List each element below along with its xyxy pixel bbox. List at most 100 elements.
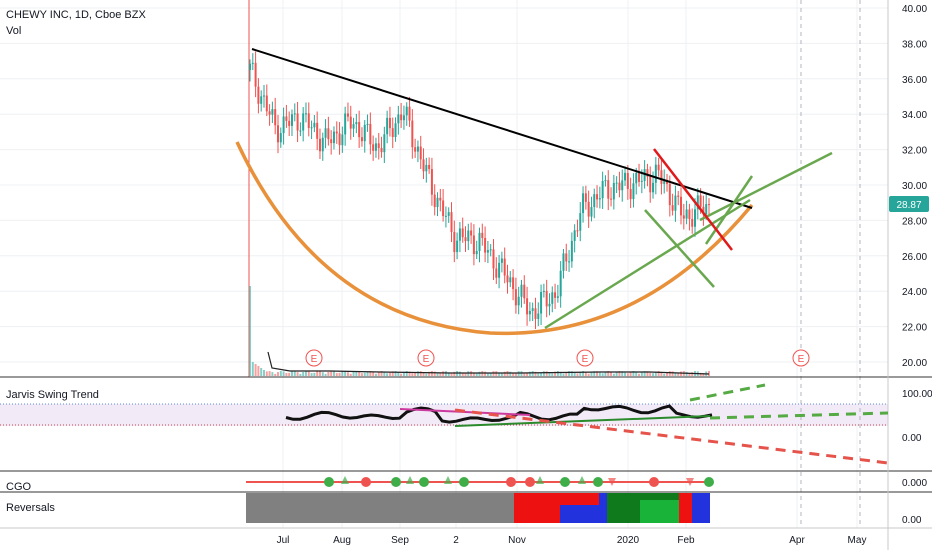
volume-bar — [699, 372, 702, 376]
volume-bar — [542, 371, 545, 376]
candle-body — [447, 212, 450, 216]
volume-bar — [293, 371, 296, 376]
jarvis-support-line — [454, 415, 711, 427]
volume-bar — [691, 372, 694, 376]
volume-bar — [475, 373, 478, 376]
price-tick: 30.00 — [902, 181, 927, 192]
candle-body — [411, 120, 414, 148]
candle-body — [316, 122, 319, 139]
volume-bar — [570, 371, 573, 376]
candle-body — [391, 128, 394, 138]
earnings-marker[interactable]: E — [576, 349, 594, 367]
candle-body — [657, 164, 660, 171]
reversal-block — [692, 493, 710, 523]
candle-body — [624, 172, 627, 181]
volume-bar — [484, 371, 487, 376]
candle-body — [615, 182, 618, 184]
volume-bar — [551, 373, 554, 376]
candle-body — [590, 207, 593, 217]
svg-text:28.87: 28.87 — [896, 200, 921, 211]
candle-body — [461, 228, 464, 238]
volume-bar — [562, 373, 565, 376]
cgo-signal-dot — [560, 477, 570, 487]
candle-body — [500, 258, 503, 263]
volume-bar — [458, 371, 461, 376]
volume-bar — [593, 371, 596, 376]
volume-bar — [360, 373, 363, 376]
jarvis-lower-projection — [454, 408, 889, 465]
volume-bar — [327, 371, 330, 376]
earnings-marker[interactable]: E — [417, 349, 435, 367]
candle-body — [498, 262, 501, 278]
price-tick: 22.00 — [902, 323, 927, 334]
jarvis-tick: 0.00 — [902, 433, 922, 444]
earnings-marker[interactable]: E — [305, 349, 323, 367]
volume-bar — [554, 371, 557, 376]
volume-bar — [338, 372, 341, 376]
jarvis-mid-projection — [709, 411, 889, 420]
reversals-title: Reversals — [6, 502, 55, 514]
price-tick: 36.00 — [902, 75, 927, 86]
candle-body — [467, 230, 470, 242]
candle-body — [640, 180, 643, 182]
volume-bar — [265, 371, 268, 376]
volume-bar — [318, 371, 321, 376]
candle-body — [565, 253, 568, 262]
candle-body — [579, 213, 582, 231]
volume-ma — [267, 351, 710, 375]
candle-body — [654, 164, 657, 183]
volume-bar — [394, 371, 397, 376]
candle-body — [486, 250, 489, 253]
volume-bar — [374, 373, 377, 376]
volume-bar — [601, 373, 604, 376]
cgo-signal-arrow — [608, 478, 616, 486]
volume-bar — [346, 372, 349, 376]
candle-body — [254, 62, 257, 87]
cgo-signal-arrow — [341, 476, 349, 484]
candle-body — [503, 258, 506, 276]
candle-body — [344, 113, 347, 135]
breakout-line — [653, 148, 733, 251]
candle-body — [352, 124, 355, 129]
candle-body — [708, 204, 710, 206]
candle-body — [514, 289, 517, 306]
candle-body — [388, 117, 391, 129]
candle-body — [372, 144, 375, 151]
volume-bar — [268, 371, 271, 376]
candle-body — [702, 206, 705, 215]
reversal-block — [560, 505, 600, 523]
candle-body — [618, 182, 621, 191]
volume-bar — [271, 372, 274, 376]
candle-body — [288, 120, 291, 126]
volume-bar — [576, 373, 579, 376]
candle-body — [610, 198, 613, 200]
volume-bar — [509, 371, 512, 376]
reversals-heatmap — [246, 493, 710, 523]
volume-bar — [383, 371, 386, 376]
volume-bar — [321, 372, 324, 376]
candle-body — [551, 292, 554, 304]
candle-body — [363, 124, 366, 142]
price-tick: 34.00 — [902, 110, 927, 121]
volume-bar — [540, 372, 543, 376]
candle-body — [484, 237, 487, 253]
volume-bars — [249, 286, 710, 376]
time-axis: Jul Aug Sep 2 Nov 2020 Feb Apr May — [277, 535, 867, 546]
cgo-signal-arrow — [536, 476, 544, 484]
candle-body — [652, 182, 655, 193]
svg-text:E: E — [311, 354, 318, 365]
volume-bar — [677, 373, 680, 376]
volume-bar — [649, 372, 652, 376]
candle-body — [439, 197, 442, 201]
candle-body — [282, 116, 285, 134]
candle-body — [327, 128, 330, 140]
cgo-signals — [246, 476, 714, 487]
candle-body — [688, 209, 691, 219]
candle-body — [299, 130, 302, 132]
candle-body — [453, 232, 456, 253]
channel-line — [644, 209, 715, 288]
candle-body — [523, 284, 526, 299]
earnings-marker[interactable]: E — [792, 349, 810, 367]
candle-body — [341, 134, 344, 146]
candle-body — [685, 209, 688, 219]
